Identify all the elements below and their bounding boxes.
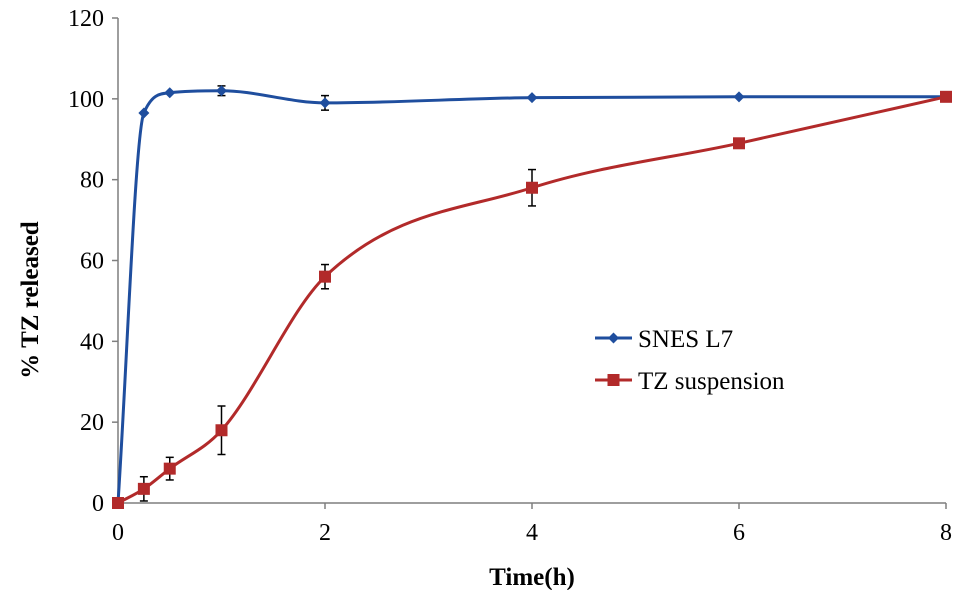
x-axis-title: Time(h) (489, 564, 575, 590)
y-tick-label: 120 (68, 6, 104, 32)
data-point-tz-suspension (163, 462, 176, 475)
data-point-tz-suspension (940, 90, 952, 103)
data-point-tz-suspension (112, 497, 124, 509)
legend-item-tz-suspension: TZ suspension (595, 368, 785, 395)
data-point-tz-suspension (137, 482, 150, 495)
legend-marker-tz-suspension (607, 374, 620, 386)
data-point-snes-l7 (138, 107, 150, 119)
y-axis-title: % TZ released (17, 221, 44, 379)
data-point-snes-l7 (319, 97, 331, 109)
legend: SNES L7 TZ suspension (595, 326, 785, 395)
y-tick-label: 0 (92, 491, 104, 517)
data-point-tz-suspension (733, 137, 745, 150)
x-tick-label: 6 (733, 520, 745, 546)
data-point-snes-l7 (164, 87, 176, 99)
data-point-tz-suspension (215, 424, 228, 437)
data-point-snes-l7 (733, 91, 745, 103)
series-layer (112, 85, 952, 509)
legend-marker-snes-l7 (608, 332, 619, 344)
series-tz-suspension (112, 90, 952, 509)
y-tick-label: 100 (68, 87, 104, 113)
y-tick-label: 20 (80, 410, 104, 436)
data-point-tz-suspension (319, 270, 331, 283)
ticks: 0 20 40 60 80 100 120 0 2 4 6 8 (68, 6, 952, 546)
y-tick-label: 80 (80, 168, 104, 194)
x-tick-label: 8 (940, 520, 952, 546)
legend-label-tz-suspension: TZ suspension (638, 368, 785, 395)
data-point-tz-suspension (526, 181, 538, 194)
series-line-snes-l7 (116, 89, 946, 504)
data-point-snes-l7 (216, 85, 227, 97)
x-tick-label: 0 (112, 520, 124, 546)
x-tick-label: 4 (526, 520, 538, 546)
series-snes-l7 (112, 85, 952, 509)
x-tick-label: 2 (319, 520, 331, 546)
data-point-snes-l7 (526, 92, 538, 104)
series-line-tz-suspension (117, 95, 947, 505)
y-tick-label: 40 (80, 329, 104, 355)
legend-label-snes-l7: SNES L7 (638, 326, 733, 353)
legend-item-snes-l7: SNES L7 (595, 326, 733, 353)
y-tick-label: 60 (80, 249, 104, 275)
